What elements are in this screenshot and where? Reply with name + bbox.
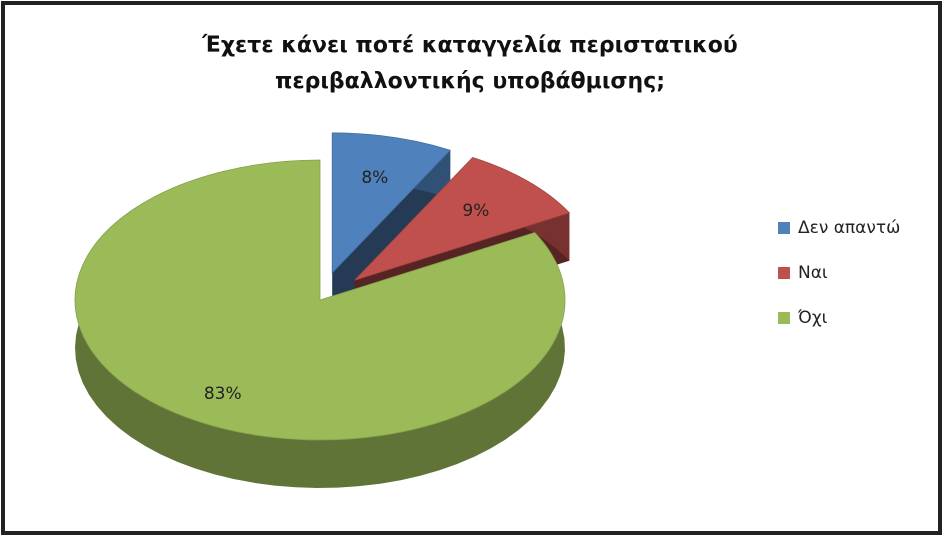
data-label: 8%: [361, 168, 388, 188]
legend-label: Όχι: [797, 308, 828, 328]
pie-slice: [354, 157, 571, 281]
legend-swatch: [778, 312, 790, 324]
chart-title: Έχετε κάνει ποτέ καταγγελία περιστατικού…: [202, 33, 738, 94]
legend-label: Δεν απαντώ: [798, 218, 900, 238]
pie-slice: [74, 159, 566, 441]
data-label: 83%: [204, 384, 242, 404]
data-label: 9%: [462, 201, 489, 221]
slice: [74, 159, 566, 488]
legend-swatch: [778, 222, 790, 234]
pie-slice: [331, 132, 451, 274]
legend-label: Ναι: [798, 263, 828, 283]
chart-frame: [1, 1, 942, 535]
legend-swatch: [778, 267, 790, 279]
